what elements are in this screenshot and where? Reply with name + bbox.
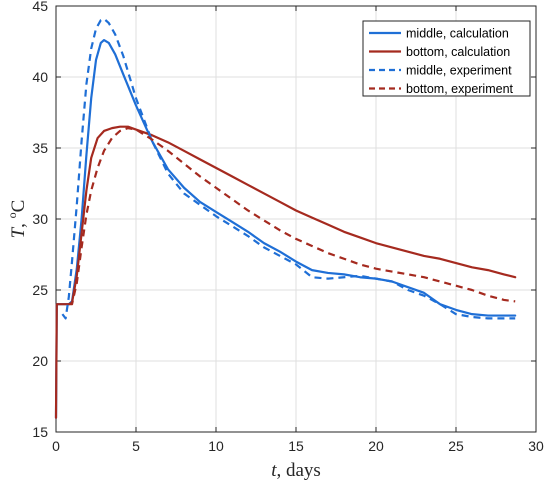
y-tick-label: 15 <box>32 424 48 440</box>
y-axis-label: T, oC <box>5 200 29 239</box>
legend-label-1: bottom, calculation <box>406 45 510 59</box>
axis-ticks: 0 5 10 15 20 25 30 15 20 25 30 35 40 45 <box>32 0 544 454</box>
series-line-1 <box>54 125 517 419</box>
y-axis-label-rest: , <box>8 218 29 228</box>
series-line-2 <box>61 17 516 320</box>
y-tick-label: 35 <box>32 140 48 156</box>
legend-label-2: middle, experiment <box>406 64 512 78</box>
x-axis-label-rest: , days <box>276 460 320 481</box>
x-axis-label-symbol: t <box>271 460 277 481</box>
x-tick-label: 10 <box>208 438 224 454</box>
y-axis-label-degree: o <box>5 212 19 218</box>
legend-label-3: bottom, experiment <box>406 82 514 96</box>
y-tick-label: 20 <box>32 353 48 369</box>
x-tick-label: 5 <box>132 438 140 454</box>
series-lines <box>54 17 517 419</box>
x-tick-label: 0 <box>52 438 60 454</box>
series-line-0 <box>54 38 517 419</box>
x-tick-label: 20 <box>368 438 384 454</box>
y-tick-label: 30 <box>32 211 48 227</box>
y-tick-label: 40 <box>32 69 48 85</box>
legend-label-0: middle, calculation <box>406 27 509 41</box>
x-tick-label: 30 <box>528 438 544 454</box>
series-line-3 <box>68 127 516 306</box>
x-axis-label: t, days <box>271 460 321 481</box>
legend: middle, calculation bottom, calculation mi… <box>362 20 531 97</box>
x-tick-label: 25 <box>448 438 464 454</box>
y-axis-label-unit: C <box>8 200 29 213</box>
y-axis-label-symbol: T <box>8 226 29 238</box>
x-tick-label: 15 <box>288 438 304 454</box>
y-tick-label: 25 <box>32 282 48 298</box>
y-tick-label: 45 <box>32 0 48 14</box>
